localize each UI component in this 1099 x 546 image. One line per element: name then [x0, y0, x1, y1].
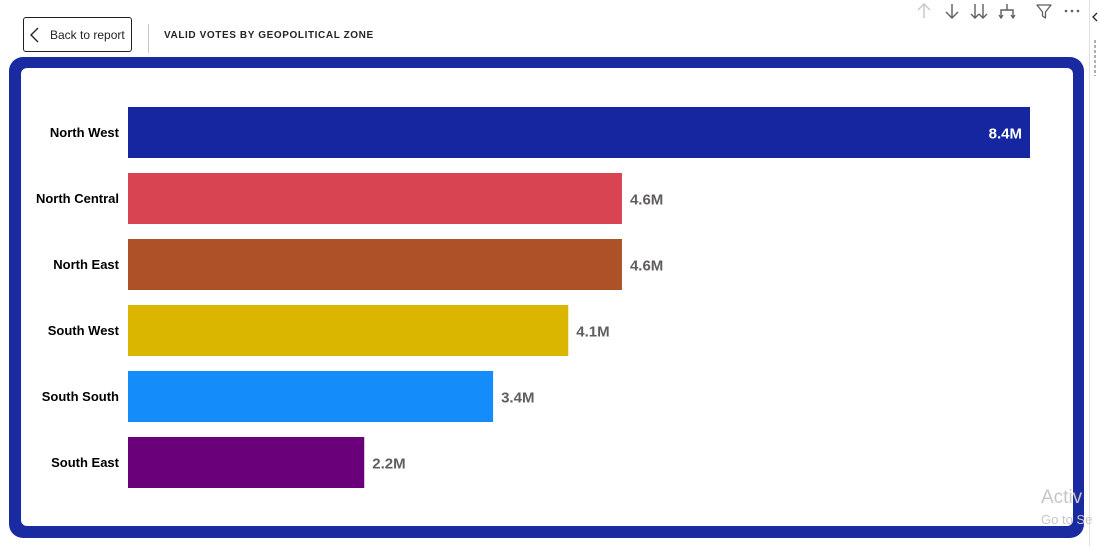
back-button-label: Back to report: [50, 27, 125, 42]
category-label-north-central: North Central: [36, 191, 119, 206]
bar-north-central[interactable]: [128, 173, 622, 224]
category-label-south-west: South West: [48, 323, 120, 338]
category-label-north-west: North West: [50, 125, 120, 140]
bar-south-west[interactable]: [128, 305, 569, 356]
expand-hierarchy-icon[interactable]: [996, 0, 1018, 22]
category-label-south-east: South East: [51, 455, 120, 470]
chevron-left-icon: [30, 27, 39, 42]
visual-title: VALID VOTES BY GEOPOLITICAL ZONE: [164, 30, 374, 41]
arrow-up-icon[interactable]: [913, 0, 935, 22]
header-divider: [148, 24, 149, 53]
category-label-north-east: North East: [53, 257, 119, 272]
bar-chart: North West 8.4M North Central 4.6M North Eas…: [36, 107, 1030, 488]
activation-watermark-line2: Go to Se: [1041, 512, 1093, 527]
bar-south-east[interactable]: [128, 437, 365, 488]
filters-pane-label-icon: [1094, 40, 1096, 76]
visual-container: North West 8.4M North Central 4.6M North Eas…: [21, 68, 1073, 526]
chevron-left-icon[interactable]: [1090, 10, 1099, 24]
data-label-north-east: 4.6M: [630, 258, 663, 275]
data-label-north-west: 8.4M: [989, 126, 1022, 143]
more-options-icon[interactable]: [1061, 0, 1083, 22]
activation-watermark-line1: Activ: [1041, 487, 1083, 508]
filters-pane-collapsed[interactable]: [1089, 0, 1099, 546]
bar-south-south[interactable]: [128, 371, 494, 422]
header-bar: Back to report VALID VOTES BY GEOPOLITIC…: [0, 0, 1099, 58]
arrow-down-icon[interactable]: [941, 0, 963, 22]
data-label-north-central: 4.6M: [630, 192, 663, 209]
bar-north-east[interactable]: [128, 239, 622, 290]
filter-icon[interactable]: [1033, 0, 1055, 22]
category-label-south-south: South South: [42, 389, 119, 404]
data-label-south-south: 3.4M: [501, 390, 534, 407]
bar-north-west[interactable]: [128, 107, 1030, 158]
double-arrow-down-icon[interactable]: [968, 0, 990, 22]
data-label-south-west: 4.1M: [576, 324, 609, 341]
data-label-south-east: 2.2M: [372, 456, 405, 473]
back-to-report-button[interactable]: Back to report: [23, 17, 132, 52]
